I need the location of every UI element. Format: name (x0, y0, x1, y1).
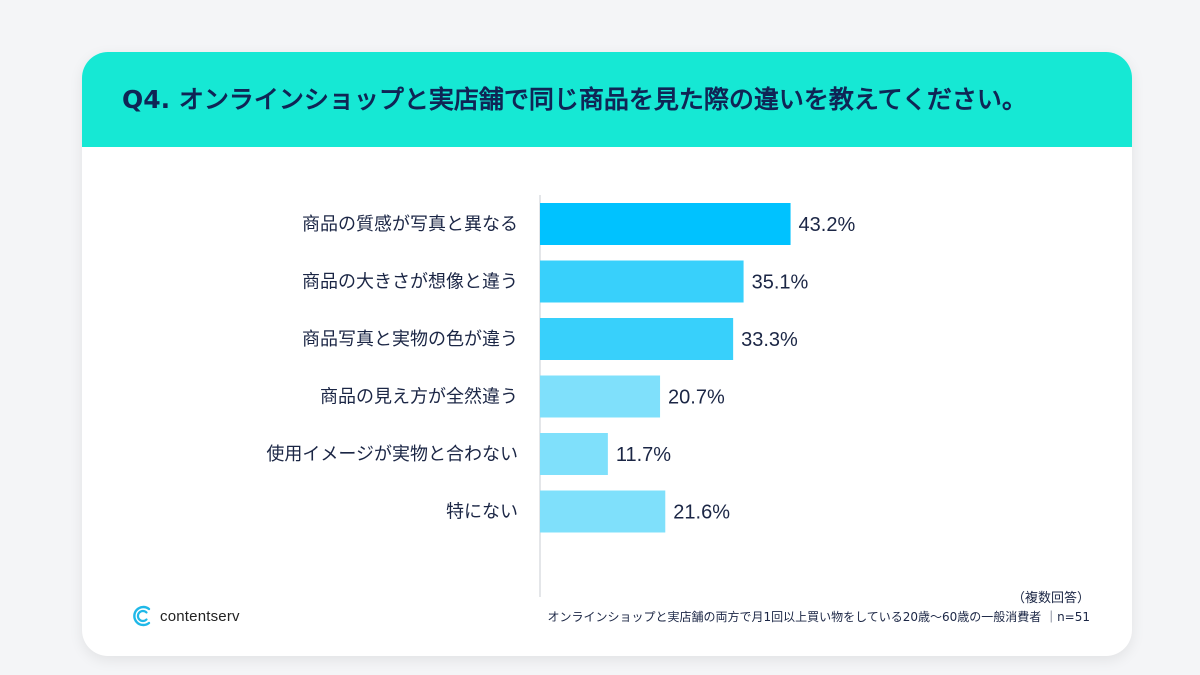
category-label-2: 商品の大きさが想像と違う (302, 272, 518, 293)
brand-name: contentserv (160, 607, 240, 625)
category-label-4: 商品の見え方が全然違う (320, 387, 518, 408)
value-label-4: 20.7% (668, 387, 725, 409)
multiple-answer-note: （複数回答） (1011, 591, 1090, 606)
bar-3 (540, 318, 734, 360)
value-label-3: 33.3% (741, 329, 798, 351)
contentserv-logo-icon (133, 605, 151, 627)
value-label-6: 21.6% (673, 502, 730, 524)
bar-1 (540, 203, 791, 245)
bar-6 (540, 490, 666, 533)
value-label-1: 43.2% (799, 214, 856, 236)
category-label-6: 特にない (446, 502, 518, 523)
category-label-1: 商品の質感が写真と異なる (302, 214, 518, 235)
chart-card: Q4. オンラインショップと実店舗で同じ商品を見た際の違いを教えてください。 商… (82, 52, 1132, 656)
brand: contentserv (132, 604, 240, 628)
bar-2 (540, 260, 744, 303)
category-label-5: 使用イメージが実物と合わない (266, 444, 518, 465)
value-label-5: 11.7% (616, 444, 671, 466)
category-label-3: 商品写真と実物の色が違う (302, 329, 518, 350)
question-header: Q4. オンラインショップと実店舗で同じ商品を見た際の違いを教えてください。 (82, 52, 1132, 147)
question-title: Q4. オンラインショップと実店舗で同じ商品を見た際の違いを教えてください。 (122, 85, 1027, 114)
bar-4 (540, 375, 661, 418)
value-label-2: 35.1% (752, 272, 809, 294)
bar-5 (540, 433, 608, 475)
bar-chart: 商品の質感が写真と異なる 43.2% 商品の大きさが想像と違う 35.1% 商品写真と実… (266, 195, 856, 597)
sample-note: オンラインショップと実店舗の両方で月1回以上買い物をしている20歳〜60歳の一般… (547, 610, 1090, 624)
